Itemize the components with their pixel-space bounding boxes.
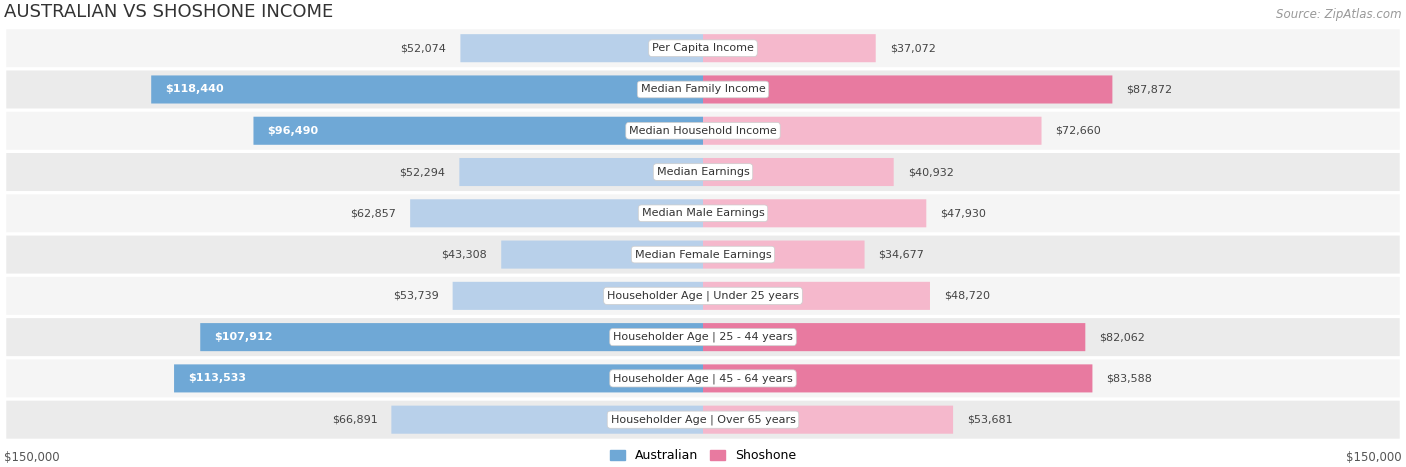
Text: Householder Age | 25 - 44 years: Householder Age | 25 - 44 years [613,332,793,342]
FancyBboxPatch shape [703,158,894,186]
Text: AUSTRALIAN VS SHOSHONE INCOME: AUSTRALIAN VS SHOSHONE INCOME [4,3,333,21]
FancyBboxPatch shape [6,71,1400,108]
Text: $82,062: $82,062 [1099,332,1144,342]
FancyBboxPatch shape [460,34,703,62]
Text: $150,000: $150,000 [1346,451,1402,464]
Text: Median Male Earnings: Median Male Earnings [641,208,765,218]
Text: $34,677: $34,677 [879,249,924,260]
FancyBboxPatch shape [6,401,1400,439]
FancyBboxPatch shape [253,117,703,145]
FancyBboxPatch shape [703,323,1085,351]
FancyBboxPatch shape [703,76,1112,104]
FancyBboxPatch shape [152,76,703,104]
Text: Per Capita Income: Per Capita Income [652,43,754,53]
FancyBboxPatch shape [453,282,703,310]
Text: $37,072: $37,072 [890,43,935,53]
Text: $96,490: $96,490 [267,126,319,136]
Text: Householder Age | Over 65 years: Householder Age | Over 65 years [610,414,796,425]
FancyBboxPatch shape [703,34,876,62]
FancyBboxPatch shape [174,364,703,392]
Text: Source: ZipAtlas.com: Source: ZipAtlas.com [1277,8,1402,21]
FancyBboxPatch shape [703,199,927,227]
Text: Median Female Earnings: Median Female Earnings [634,249,772,260]
Text: Median Family Income: Median Family Income [641,85,765,94]
FancyBboxPatch shape [501,241,703,269]
Text: $150,000: $150,000 [4,451,60,464]
FancyBboxPatch shape [411,199,703,227]
Text: $87,872: $87,872 [1126,85,1173,94]
FancyBboxPatch shape [703,241,865,269]
FancyBboxPatch shape [703,406,953,434]
Text: Median Earnings: Median Earnings [657,167,749,177]
Text: $53,681: $53,681 [967,415,1012,425]
FancyBboxPatch shape [703,117,1042,145]
FancyBboxPatch shape [6,360,1400,397]
FancyBboxPatch shape [391,406,703,434]
Text: Householder Age | Under 25 years: Householder Age | Under 25 years [607,290,799,301]
Text: $62,857: $62,857 [350,208,396,218]
FancyBboxPatch shape [6,318,1400,356]
Text: $48,720: $48,720 [943,291,990,301]
Text: Householder Age | 45 - 64 years: Householder Age | 45 - 64 years [613,373,793,384]
FancyBboxPatch shape [6,153,1400,191]
Text: $83,588: $83,588 [1107,374,1153,383]
FancyBboxPatch shape [6,235,1400,274]
Text: $47,930: $47,930 [941,208,986,218]
Text: $113,533: $113,533 [188,374,246,383]
FancyBboxPatch shape [6,29,1400,67]
Text: $52,074: $52,074 [401,43,447,53]
Text: $40,932: $40,932 [908,167,953,177]
Text: Median Household Income: Median Household Income [628,126,778,136]
FancyBboxPatch shape [200,323,703,351]
Text: $43,308: $43,308 [441,249,488,260]
Text: $66,891: $66,891 [332,415,377,425]
Text: $107,912: $107,912 [214,332,273,342]
FancyBboxPatch shape [6,112,1400,150]
FancyBboxPatch shape [6,277,1400,315]
Text: $53,739: $53,739 [392,291,439,301]
FancyBboxPatch shape [703,364,1092,392]
Text: $52,294: $52,294 [399,167,446,177]
Legend: Australian, Shoshone: Australian, Shoshone [605,444,801,467]
Text: $72,660: $72,660 [1056,126,1101,136]
Text: $118,440: $118,440 [165,85,224,94]
FancyBboxPatch shape [703,282,929,310]
FancyBboxPatch shape [460,158,703,186]
FancyBboxPatch shape [6,194,1400,232]
